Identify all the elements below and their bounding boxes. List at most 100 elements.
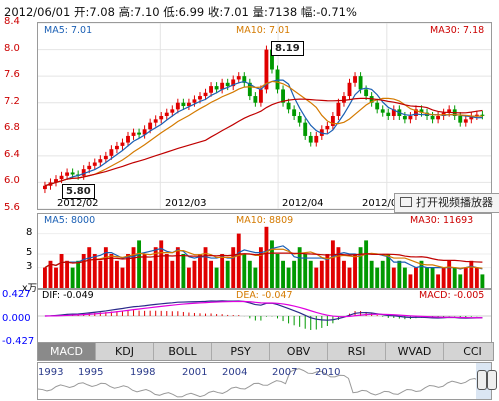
vol-ma30-legend: MA30: 11693 (410, 215, 474, 226)
candle-body (414, 109, 418, 116)
volume-bar (380, 260, 385, 288)
candle-body (286, 102, 291, 110)
candle-body (109, 149, 114, 156)
candle-body (225, 82, 230, 87)
tab-kdj[interactable]: KDJ (96, 343, 154, 360)
volume-bar (209, 260, 214, 288)
volume-bar (325, 254, 330, 288)
range-handle-right[interactable] (487, 370, 497, 390)
candle-body (142, 129, 147, 135)
candle-body (463, 119, 468, 123)
ma10-legend: MA10: 7.01 (236, 25, 291, 36)
candle-body (54, 179, 58, 183)
volume-bar (386, 254, 391, 288)
volume-chart-panel[interactable]: MA5: 8000 MA10: 8809 MA30: 11693 (37, 213, 492, 289)
candle-body (153, 119, 158, 123)
volume-bar (458, 274, 463, 288)
candle-body (70, 172, 75, 175)
time-navigator[interactable]: 1993 1995 1998 2001 2004 2007 2010 (37, 362, 492, 400)
navigator-line (38, 368, 489, 398)
tab-boll[interactable]: BOLL (154, 343, 212, 360)
ma5-legend: MA5: 7.01 (44, 25, 93, 36)
candle-body (308, 135, 313, 143)
price-y-tick: 7.6 (4, 69, 20, 81)
candle-body (408, 116, 413, 120)
candle-body (369, 96, 374, 103)
candle-body (59, 175, 64, 180)
volume-bar (314, 267, 319, 288)
candle-body (480, 114, 485, 116)
volume-bar (319, 260, 324, 288)
volume-bar (297, 247, 302, 288)
volume-bar (375, 267, 380, 288)
candle-body (292, 109, 297, 116)
navigator-year-label: 2004 (222, 367, 247, 378)
tab-psy[interactable]: PSY (212, 343, 270, 360)
volume-bar (186, 267, 191, 288)
candle-body (469, 116, 474, 120)
volume-bar (258, 247, 263, 288)
candle-body (247, 82, 252, 97)
volume-bar (137, 240, 142, 288)
price-chart-panel[interactable]: MA5: 7.01 MA10: 7.01 MA30: 7.18 (37, 22, 492, 210)
candle-body (43, 185, 47, 190)
candle-body (126, 135, 130, 143)
macd-y-tick: 0.427 (2, 289, 31, 300)
candle-body (380, 109, 385, 113)
vol-y-tick: 3 (26, 260, 33, 272)
tab-obv[interactable]: OBV (270, 343, 328, 360)
volume-chart (38, 226, 491, 288)
candle-body (103, 155, 108, 160)
navigator-year-label: 1998 (130, 367, 155, 378)
volume-bar (48, 260, 53, 288)
volume-bar (286, 267, 291, 288)
candle-body (81, 169, 86, 176)
range-handle-left[interactable] (477, 370, 487, 390)
price-chart (38, 23, 491, 209)
candle-body (214, 86, 219, 90)
change-value: -0.71% (316, 5, 357, 19)
tab-cci[interactable]: CCI (444, 343, 499, 360)
open-video-player-button[interactable]: 打开视频播放器 (394, 193, 499, 213)
volume-unit: x万 (22, 283, 38, 294)
high-label: 高: (118, 5, 134, 19)
price-y-tick: 5.6 (4, 202, 20, 213)
candle-body (131, 132, 136, 136)
candle-body (297, 116, 302, 123)
vol-ma5-line (44, 245, 483, 270)
volume-bar (408, 274, 413, 288)
price-x-tick: 2012/03 (165, 198, 207, 209)
candle-body (231, 79, 236, 87)
volume-bar (126, 254, 130, 288)
macd-y-tick: -0.427 (2, 336, 35, 347)
candle-body (209, 86, 214, 93)
candle-body (430, 116, 435, 120)
tab-rsi[interactable]: RSI (328, 343, 386, 360)
close-label: 收: (207, 5, 224, 19)
vol-y-tick: 8 (26, 226, 33, 238)
candle-body (186, 102, 191, 107)
navigator-year-label: 2001 (182, 367, 207, 378)
ma30-legend: MA30: 7.18 (430, 25, 485, 36)
navigator-year-label: 2010 (315, 367, 340, 378)
tab-macd[interactable]: MACD (38, 343, 96, 360)
volume-bar (441, 267, 446, 288)
volume-value: 7138 (267, 5, 298, 19)
price-x-tick: 2012/05 (362, 198, 404, 209)
volume-bar (281, 260, 285, 288)
vol-ma10-legend: MA10: 8809 (236, 215, 294, 226)
navigator-year-label: 2007 (272, 367, 297, 378)
macd-chart-panel[interactable]: DIF: -0.049 DEA: -0.047 MACD: -0.005 (37, 289, 492, 343)
volume-bar (103, 247, 108, 288)
price-y-tick: 8.0 (4, 42, 20, 54)
navigator-year-label: 1993 (38, 367, 63, 378)
tab-wvad[interactable]: WVAD (386, 343, 444, 360)
candle-body (258, 89, 263, 103)
candle-body (120, 142, 125, 146)
volume-bar (175, 247, 180, 288)
volume-bar (148, 260, 153, 288)
candle-body (220, 82, 225, 90)
candle-body (330, 116, 335, 126)
price-y-tick: 7.2 (4, 95, 20, 107)
candle-body (264, 49, 269, 90)
